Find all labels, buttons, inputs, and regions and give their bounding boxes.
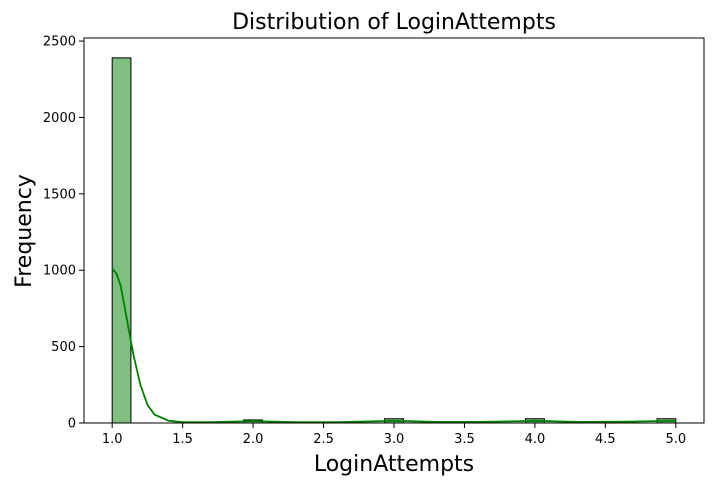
x-tick-label-1: 1.5 — [172, 432, 193, 447]
x-tick-label-2: 2.0 — [243, 432, 264, 447]
x-axis-label: LoginAttempts — [314, 452, 474, 477]
y-tick-label-5: 2500 — [43, 35, 76, 50]
y-tick-label-0: 0 — [68, 417, 76, 432]
kde-curve — [111, 268, 676, 424]
x-tick-label-4: 3.0 — [384, 432, 405, 447]
y-tick-label-2: 1000 — [43, 264, 76, 279]
x-tick-label-8: 5.0 — [665, 432, 686, 447]
chart-title: Distribution of LoginAttempts — [232, 10, 556, 35]
bars-group — [111, 57, 677, 424]
y-axis-label: Frequency — [12, 174, 37, 288]
y-tick-label-4: 2000 — [43, 111, 76, 126]
plot-frame — [83, 37, 705, 424]
y-tick-label-3: 1500 — [43, 187, 76, 202]
x-tick-label-7: 4.5 — [595, 432, 616, 447]
histogram-bar-0 — [111, 57, 132, 424]
x-axis-ticks: 1.0 1.5 2.0 2.5 3.0 3.5 4.0 4.5 5.0 — [102, 423, 686, 447]
x-tick-label-3: 2.5 — [313, 432, 334, 447]
x-tick-label-6: 4.0 — [525, 432, 546, 447]
x-tick-label-5: 3.5 — [454, 432, 475, 447]
y-axis-ticks: 0 500 1000 1500 2000 2500 — [43, 35, 84, 432]
x-tick-label-0: 1.0 — [102, 432, 123, 447]
y-tick-label-1: 500 — [51, 340, 76, 355]
